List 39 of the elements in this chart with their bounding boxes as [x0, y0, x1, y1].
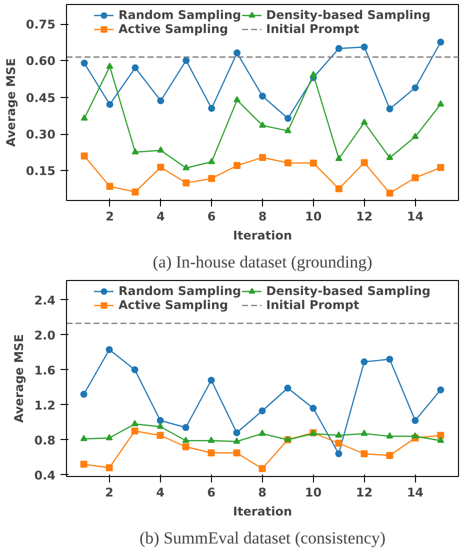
x-axis-title: Iteration — [233, 228, 292, 242]
y-tick-label: 0.45 — [26, 90, 56, 105]
x-tick-label: 12 — [356, 486, 373, 500]
x-axis-title: Iteration — [233, 504, 292, 518]
y-tick-label: 0.15 — [26, 164, 56, 178]
x-tick-label: 10 — [305, 210, 322, 224]
y-axis-title: Average MSE — [12, 334, 26, 423]
legend-label: Initial Prompt — [266, 298, 360, 312]
legend-label: Random Sampling — [118, 8, 242, 22]
legend-label: Density-based Sampling — [266, 284, 430, 298]
legend-label: Active Sampling — [118, 298, 228, 312]
text: (b) SummEval dataset (consistency) — [140, 528, 386, 548]
x-tick-label: 4 — [156, 210, 165, 224]
y-tick-label: 0.60 — [26, 54, 56, 68]
y-tick-label: 0.4 — [34, 468, 56, 482]
x-tick-label: 10 — [304, 486, 322, 500]
y-tick-label: 0.75 — [26, 18, 56, 32]
y-tick-label: 0.30 — [26, 128, 56, 142]
y-tick-label: 0.8 — [34, 433, 56, 448]
legend-label: Initial Prompt — [266, 22, 360, 36]
legend-label: Active Sampling — [118, 22, 228, 36]
legend-label: Random Sampling — [118, 284, 242, 298]
y-tick-label: 1.2 — [34, 398, 56, 412]
legend-label: Density-based Sampling — [266, 8, 430, 22]
x-tick-label: 14 — [406, 210, 424, 224]
x-tick-label: 4 — [156, 486, 164, 500]
x-tick-label: 8 — [258, 486, 266, 500]
text: (a) In-house dataset (grounding) — [152, 252, 372, 272]
x-tick-label: 12 — [356, 210, 373, 224]
y-tick-label: 2.4 — [34, 293, 56, 308]
y-tick-label: 1.6 — [34, 363, 56, 378]
x-tick-label: 2 — [105, 486, 114, 500]
x-tick-label: 14 — [406, 486, 424, 500]
x-tick-label: 6 — [207, 486, 216, 500]
x-tick-label: 2 — [106, 210, 114, 224]
x-tick-label: 8 — [258, 210, 267, 224]
y-tick-label: 2.0 — [34, 328, 56, 342]
y-axis-title: Average MSE — [4, 58, 18, 147]
x-tick-label: 6 — [207, 210, 216, 224]
